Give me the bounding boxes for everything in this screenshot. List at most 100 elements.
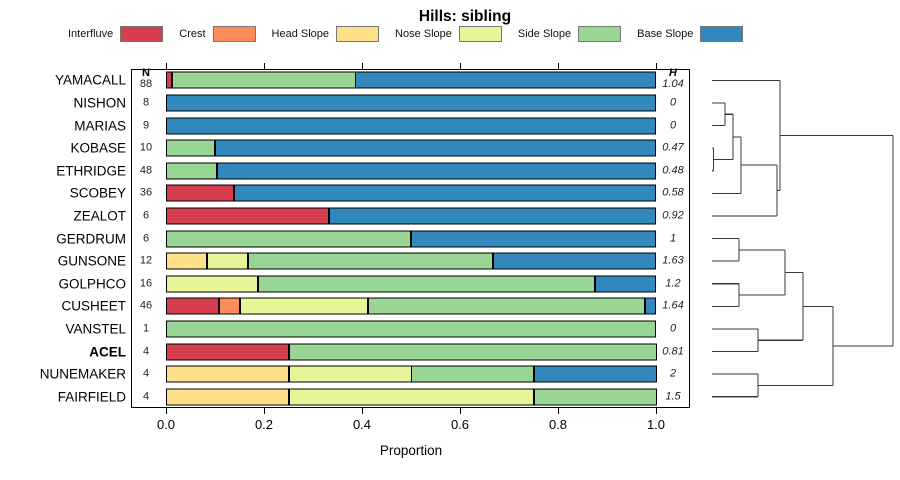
- x-axis-tick-top: [362, 63, 363, 69]
- x-axis-tick-top: [558, 63, 559, 69]
- legend-item: Head Slope: [272, 26, 380, 42]
- stacked-bar: [166, 117, 656, 134]
- legend-swatch: [336, 26, 380, 42]
- n-value: 4: [142, 345, 150, 357]
- plot-area-border: [131, 69, 690, 408]
- row-label: YAMACALL: [54, 72, 126, 88]
- h-value: 0: [669, 96, 677, 109]
- bar-segment: [595, 275, 656, 293]
- row-label: GUNSONE: [57, 253, 126, 269]
- bar-segment: [493, 252, 656, 270]
- x-axis-tick-label: 1.0: [646, 417, 666, 432]
- row-label: GERDRUM: [56, 231, 126, 246]
- row-label: NISHON: [73, 95, 126, 111]
- bar-segment: [166, 139, 215, 157]
- bar-segment: [411, 230, 656, 247]
- n-value: 36: [139, 186, 153, 199]
- bar-segment: [166, 207, 329, 225]
- h-value: 0.92: [662, 209, 684, 222]
- h-value: 1.63: [662, 254, 684, 267]
- h-column-header: H: [669, 67, 677, 80]
- legend-item: Nose Slope: [395, 26, 502, 42]
- h-value: 0.58: [662, 186, 684, 199]
- legend-label: Nose Slope: [395, 28, 452, 40]
- legend-item: Side Slope: [517, 26, 622, 42]
- h-value: 0.48: [662, 164, 684, 177]
- row-label: KOBASE: [70, 140, 126, 156]
- stacked-bar: [166, 207, 656, 225]
- h-value: 1.64: [662, 299, 684, 312]
- legend-item: Base Slope: [637, 26, 744, 42]
- n-value: 8: [142, 96, 150, 109]
- bar-segment: [215, 139, 656, 157]
- n-value: 46: [139, 299, 153, 312]
- bar-segment: [166, 275, 258, 293]
- h-value: 1.5: [665, 390, 681, 403]
- bar-segment: [329, 207, 656, 225]
- h-value: 0.81: [662, 345, 684, 357]
- x-axis-tick-label: 0.4: [352, 417, 372, 432]
- stacked-bar: [166, 252, 656, 270]
- row-label: CUSHEET: [61, 298, 126, 314]
- bar-segment: [166, 320, 656, 338]
- stacked-bar: [166, 320, 656, 338]
- row-label: ZEALOT: [73, 208, 126, 224]
- n-column-header: N: [142, 67, 150, 80]
- bar-segment: [645, 297, 656, 315]
- stacked-bar: [166, 388, 657, 406]
- legend-swatch: [458, 26, 502, 42]
- x-axis-tick: [460, 408, 461, 414]
- bar-segment: [368, 297, 645, 315]
- bar-segment: [166, 343, 289, 360]
- legend-swatch: [578, 26, 622, 42]
- h-value: 2: [669, 367, 677, 380]
- bar-segment: [207, 252, 248, 270]
- legend-swatch: [700, 26, 744, 42]
- h-value: 0: [669, 322, 677, 335]
- bar-segment: [534, 388, 657, 406]
- x-axis-tick: [166, 408, 167, 414]
- stacked-bar: [166, 184, 656, 202]
- bar-segment: [166, 71, 172, 89]
- bar-segment: [234, 184, 656, 202]
- n-value: 6: [142, 232, 150, 244]
- row-label: NUNEMAKER: [39, 366, 126, 382]
- x-axis-tick-label: 0.8: [548, 417, 568, 432]
- n-value: 1: [142, 322, 150, 335]
- stacked-bar: [166, 297, 656, 315]
- bar-segment: [166, 297, 219, 315]
- bar-segment: [166, 94, 656, 112]
- h-value: 1.2: [665, 277, 681, 290]
- bar-segment: [166, 184, 234, 202]
- legend: Interfluve Crest Head Slope Nose Slope Side …: [68, 26, 744, 42]
- bar-segment: [172, 71, 356, 89]
- x-axis-tick-top: [166, 63, 167, 69]
- x-axis-tick: [558, 408, 559, 414]
- x-axis-tick: [264, 408, 265, 414]
- bar-segment: [166, 365, 289, 383]
- legend-item: Crest: [179, 26, 256, 42]
- bar-segment: [289, 343, 657, 360]
- stacked-bar: [166, 343, 657, 360]
- row-label: SCOBEY: [69, 185, 126, 201]
- stacked-bar: [166, 162, 656, 180]
- legend-label: Base Slope: [637, 28, 694, 40]
- bar-segment: [166, 388, 289, 406]
- legend-label: Side Slope: [517, 28, 572, 40]
- row-label: ETHRIDGE: [56, 163, 126, 179]
- legend-label: Head Slope: [271, 28, 330, 40]
- h-value: 0: [669, 119, 677, 131]
- row-label: ACEL: [89, 344, 126, 359]
- bar-segment: [166, 230, 411, 247]
- h-value: H 1.04: [662, 67, 684, 91]
- bar-segment: [219, 297, 240, 315]
- x-axis-tick-top: [460, 63, 461, 69]
- bar-segment: [289, 388, 534, 406]
- bar-segment: [289, 365, 412, 383]
- legend-swatch: [212, 26, 256, 42]
- h-value: 0.47: [662, 141, 684, 154]
- x-axis-tick: [656, 408, 657, 414]
- row-label: GOLPHCO: [58, 276, 126, 292]
- bar-segment: [166, 252, 207, 270]
